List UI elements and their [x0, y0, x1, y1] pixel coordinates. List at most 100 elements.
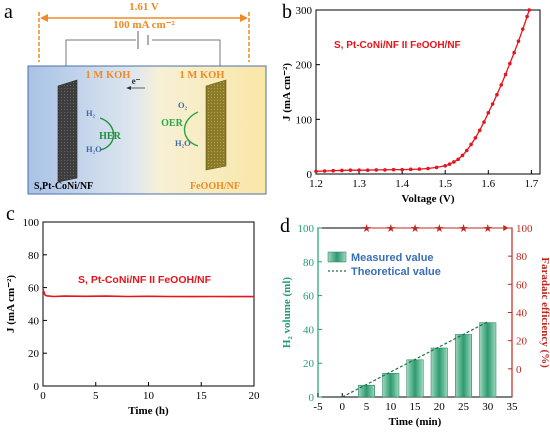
data-point	[417, 167, 422, 171]
voltage-arrow-right-head	[240, 14, 248, 22]
efficiency-point: ★	[386, 222, 396, 235]
chart-title: S, Pt-CoNi/NF II FeOOH/NF	[78, 274, 212, 286]
panel-b-letter: b	[282, 1, 292, 23]
chart-b: 1.2 1.3 1.4 1.5 1.6 1.7 0 100 200 300 Voltage (V) J…	[281, 5, 541, 205]
x-tick-label: 1.3	[352, 178, 366, 190]
data-point	[512, 50, 516, 55]
bar	[479, 322, 497, 398]
x-tick-label: 1.4	[395, 178, 409, 190]
data-point	[443, 164, 448, 168]
right-electrolyte-label: 1 M KOH	[180, 70, 225, 81]
x-tick-label: 0	[40, 390, 46, 402]
data-point	[495, 92, 499, 97]
y-tick-label: 40	[28, 315, 40, 327]
y-tick-label: 100	[296, 114, 313, 126]
data-point	[460, 153, 465, 158]
electron-label: e⁻	[132, 76, 141, 86]
data-point	[340, 168, 344, 173]
plot-frame	[42, 221, 255, 387]
data-point	[365, 168, 370, 172]
data-point	[527, 8, 532, 12]
oer-label: OER	[161, 118, 183, 129]
x-axis-label: Voltage (V)	[401, 193, 454, 205]
y-right-axis-label: Faradaic efficiency (%)	[539, 257, 550, 368]
data-point	[482, 120, 486, 124]
y-tick-label: 0	[34, 381, 40, 393]
data-point	[490, 102, 495, 106]
efficiency-arrow-head	[503, 225, 509, 231]
efficiency-point: ★	[362, 222, 372, 235]
data-point	[322, 169, 327, 173]
y-tick-label: 0	[309, 392, 315, 404]
data-point	[525, 14, 529, 19]
x-tick-label: 35	[507, 401, 519, 413]
data-point	[331, 168, 336, 173]
y-tick-label: 0	[307, 169, 313, 181]
chart-title: S, Pt-CoNi/NF II FeOOH/NF	[334, 40, 461, 51]
data-point	[499, 83, 504, 87]
y-tick-label: 100	[23, 217, 40, 229]
x-tick-label: -5	[313, 401, 323, 413]
x-tick-label: 5	[364, 401, 370, 413]
data-point	[516, 39, 521, 43]
series-line	[42, 288, 254, 298]
y-tick-label: 80	[303, 257, 315, 269]
anode-electrode	[205, 79, 227, 171]
x-tick-label: 5	[93, 390, 99, 402]
y-tick-label: 60	[28, 283, 40, 295]
y-right-tick-label: 40	[516, 308, 528, 320]
x-tick-label: 15	[410, 401, 422, 413]
cathode-label: S,Pt-CoNi/NF	[34, 181, 93, 192]
y-axis-label: J (mA cm⁻²)	[281, 63, 293, 121]
data-point	[503, 72, 508, 77]
efficiency-point: ★	[483, 222, 493, 235]
x-tick-label: 30	[482, 401, 494, 413]
x-axis-label: Time (min)	[389, 416, 442, 428]
series-line	[315, 9, 530, 172]
hydrogen-label: H₂	[86, 108, 96, 118]
y-tick-label: 20	[303, 358, 315, 370]
x-axis-label: Time (h)	[128, 405, 169, 417]
data-point	[469, 142, 473, 147]
data-point	[456, 157, 460, 162]
theoretical-line	[341, 321, 489, 398]
y-tick-label: 80	[28, 250, 40, 262]
panel-a-letter: a	[4, 1, 13, 23]
x-tick-label: 1.6	[481, 178, 495, 190]
data-point	[357, 168, 361, 172]
x-tick-label: 10	[385, 401, 397, 413]
x-tick-label: 20	[249, 390, 261, 402]
y-tick-label: 300	[296, 5, 313, 17]
oer-arc	[183, 111, 199, 147]
data-point	[400, 167, 404, 172]
data-point	[447, 162, 452, 166]
data-point	[348, 168, 353, 172]
x-tick-label: 20	[434, 401, 446, 413]
left-electrolyte-label: 1 M KOH	[86, 70, 131, 81]
panel-a: a 1.61 V 100 mA cm⁻² 1 M KOH 1 M KOH e⁻ …	[4, 1, 267, 195]
y-tick-label: 100	[298, 223, 315, 235]
bar	[430, 347, 448, 398]
x-tick-label: 25	[458, 401, 470, 413]
x-tick-label: 1.5	[438, 178, 452, 190]
data-point	[314, 169, 318, 174]
panel-d-letter: d	[280, 215, 290, 237]
data-point	[408, 167, 413, 172]
data-point	[464, 148, 469, 153]
x-tick-label: 10	[143, 390, 155, 402]
data-point	[391, 167, 396, 172]
y-right-tick-label: 100	[516, 223, 533, 235]
electron-arrow-head	[126, 86, 131, 90]
bar	[406, 359, 424, 398]
y-right-tick-label: 80	[516, 251, 528, 263]
data-point	[374, 168, 379, 172]
bar	[455, 334, 472, 398]
x-tick-label: 0	[340, 401, 346, 413]
data-point	[426, 166, 430, 171]
data-point	[383, 168, 387, 172]
legend-measured: Measured value	[351, 252, 434, 264]
cathode-electrode	[57, 79, 78, 183]
x-tick-label: 15	[196, 390, 208, 402]
water-right-label: H₂O	[175, 138, 191, 148]
